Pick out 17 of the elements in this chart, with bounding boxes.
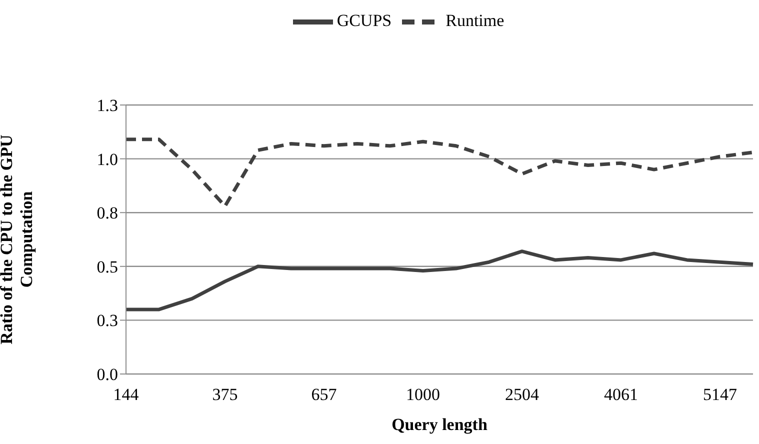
y-tick-label: 1.3 — [96, 96, 118, 116]
x-tick-label: 375 — [212, 385, 238, 404]
x-tick-label: 2504 — [505, 385, 540, 404]
x-tick-label: 5147 — [703, 385, 738, 404]
x-tick-label: 657 — [311, 385, 338, 404]
y-tick-label: 0.5 — [96, 257, 118, 276]
y-tick-label: 1.0 — [96, 150, 118, 169]
x-tick-label: 4061 — [604, 385, 638, 404]
x-axis-title: Query length — [392, 415, 488, 434]
legend-label: Runtime — [446, 10, 504, 30]
y-axis-title: Ratio of the CPU to the GPU Computation — [0, 134, 36, 344]
legend-label: GCUPS — [336, 10, 392, 30]
y-tick-label: 0.8 — [96, 204, 118, 223]
y-tick-label: 0.0 — [96, 365, 118, 384]
x-tick-label: 1000 — [406, 385, 440, 404]
x-tick-label: 144 — [113, 385, 140, 404]
y-tick-label: 0.3 — [96, 311, 118, 330]
